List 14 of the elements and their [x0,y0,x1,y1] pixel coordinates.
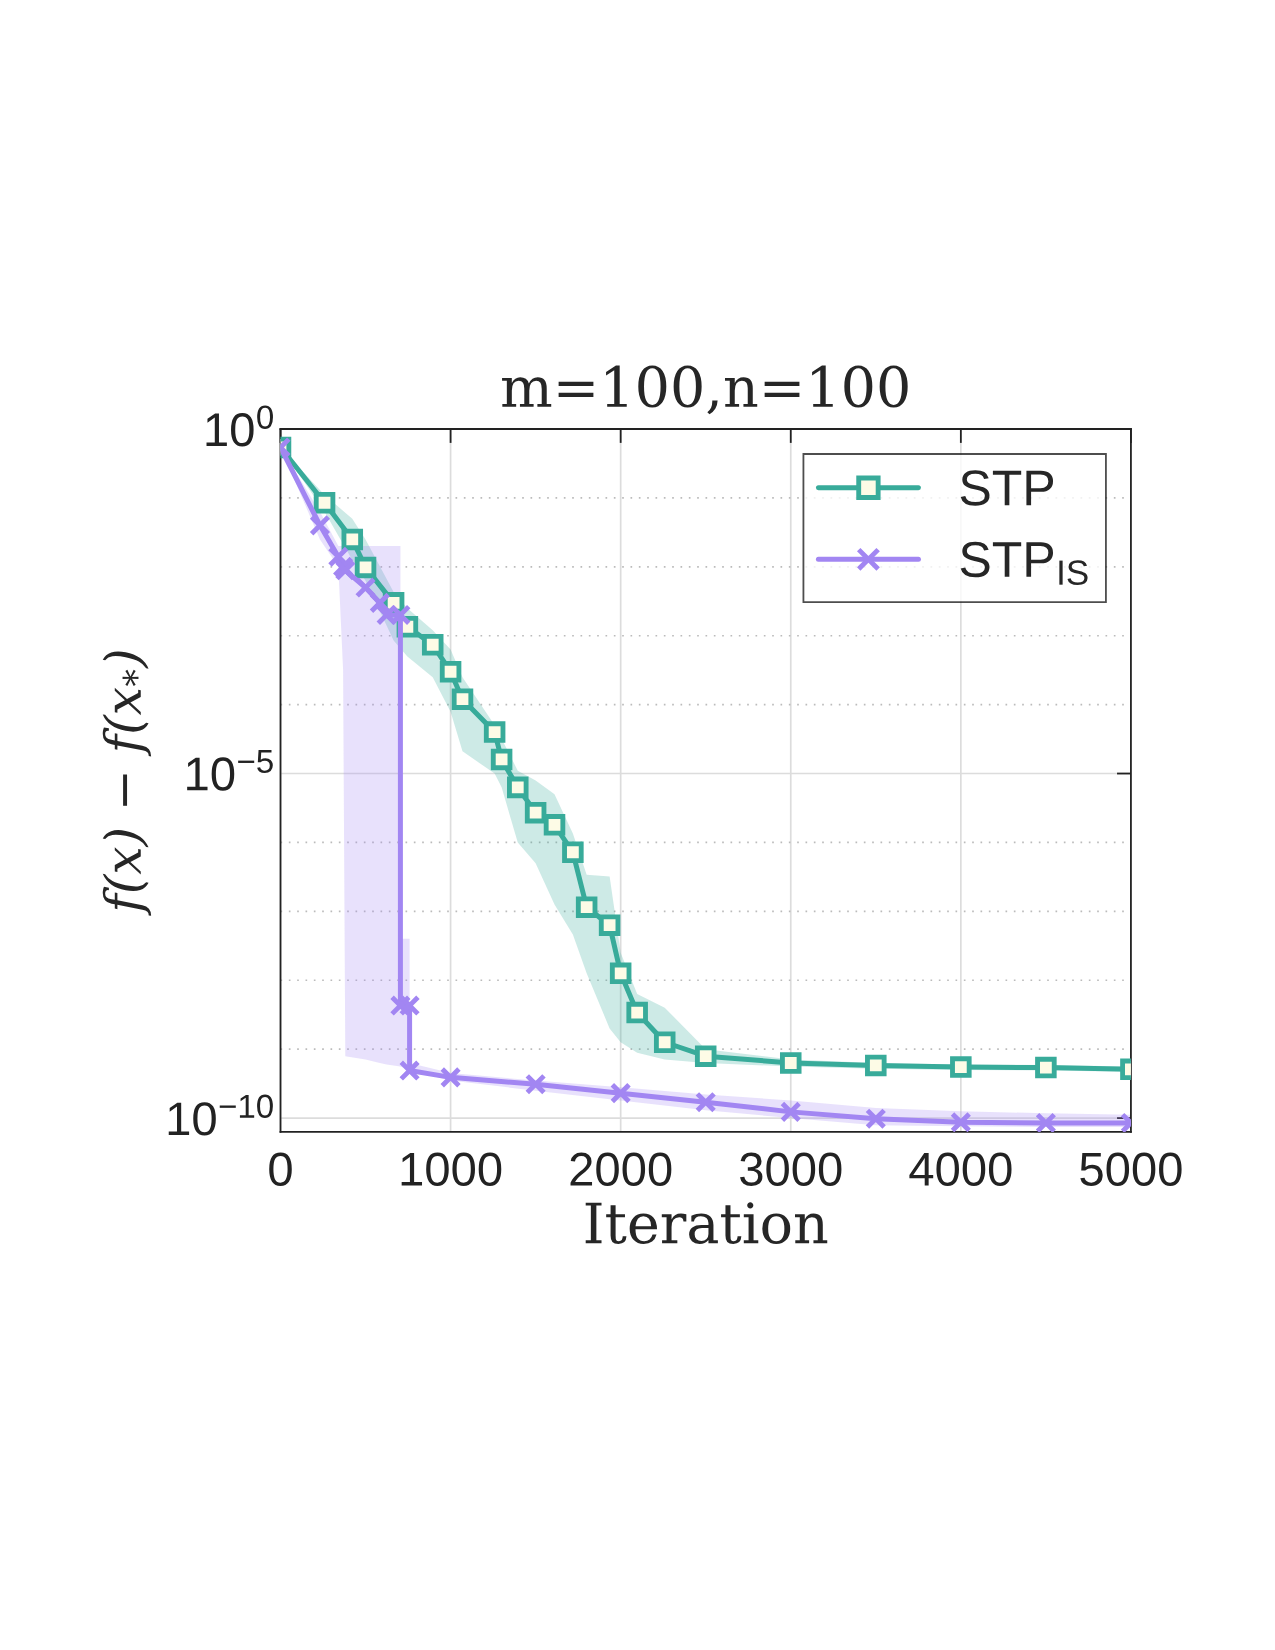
x-axis-title: Iteration [585,1202,828,1244]
legend-label: STP$_{IS}$ [960,541,1088,586]
y-axis-title: f(x) − f(x$_{*}$) [102,651,152,916]
x-tick-label: 4000 [909,1152,1012,1187]
chart-title: m=100,n=100 [502,365,908,415]
x-tick-label: 3000 [740,1152,842,1187]
y-tick-label: 10$^{0}$ [206,405,273,447]
y-tick-label: 10$^{−10}$ [168,1094,273,1136]
legend-label: STP [960,470,1054,506]
y-tick-label: 10$^{−5}$ [187,750,273,791]
x-tick-label: 2000 [570,1152,672,1187]
x-tick-label: 5000 [1080,1152,1182,1187]
x-tick-label: 1000 [401,1152,502,1187]
x-tick-label: 0 [269,1152,292,1187]
